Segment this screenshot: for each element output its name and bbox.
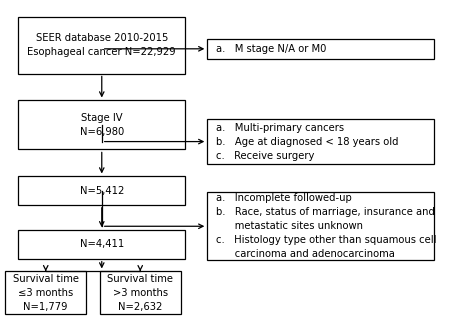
FancyBboxPatch shape bbox=[207, 120, 434, 164]
Text: Survival time
≤3 months
N=1,779: Survival time ≤3 months N=1,779 bbox=[13, 274, 79, 312]
Text: Stage IV
N=6,980: Stage IV N=6,980 bbox=[80, 113, 124, 137]
FancyBboxPatch shape bbox=[100, 271, 181, 314]
FancyBboxPatch shape bbox=[207, 39, 434, 59]
FancyBboxPatch shape bbox=[5, 271, 86, 314]
Text: N=4,411: N=4,411 bbox=[80, 239, 124, 249]
FancyBboxPatch shape bbox=[18, 100, 185, 149]
FancyBboxPatch shape bbox=[18, 176, 185, 205]
Text: N=5,412: N=5,412 bbox=[80, 186, 124, 196]
Text: Survival time
>3 months
N=2,632: Survival time >3 months N=2,632 bbox=[107, 274, 173, 312]
FancyBboxPatch shape bbox=[18, 17, 185, 73]
Text: SEER database 2010-2015
Esophageal cancer N=22,929: SEER database 2010-2015 Esophageal cance… bbox=[27, 33, 176, 57]
Text: a.   Multi-primary cancers
b.   Age at diagnosed < 18 years old
c.   Receive sur: a. Multi-primary cancers b. Age at diagn… bbox=[216, 122, 399, 161]
Text: a.   Incomplete followed-up
b.   Race, status of marriage, insurance and
      m: a. Incomplete followed-up b. Race, statu… bbox=[216, 193, 437, 259]
Text: a.   M stage N/A or M0: a. M stage N/A or M0 bbox=[216, 44, 327, 54]
FancyBboxPatch shape bbox=[207, 192, 434, 260]
FancyBboxPatch shape bbox=[18, 230, 185, 259]
